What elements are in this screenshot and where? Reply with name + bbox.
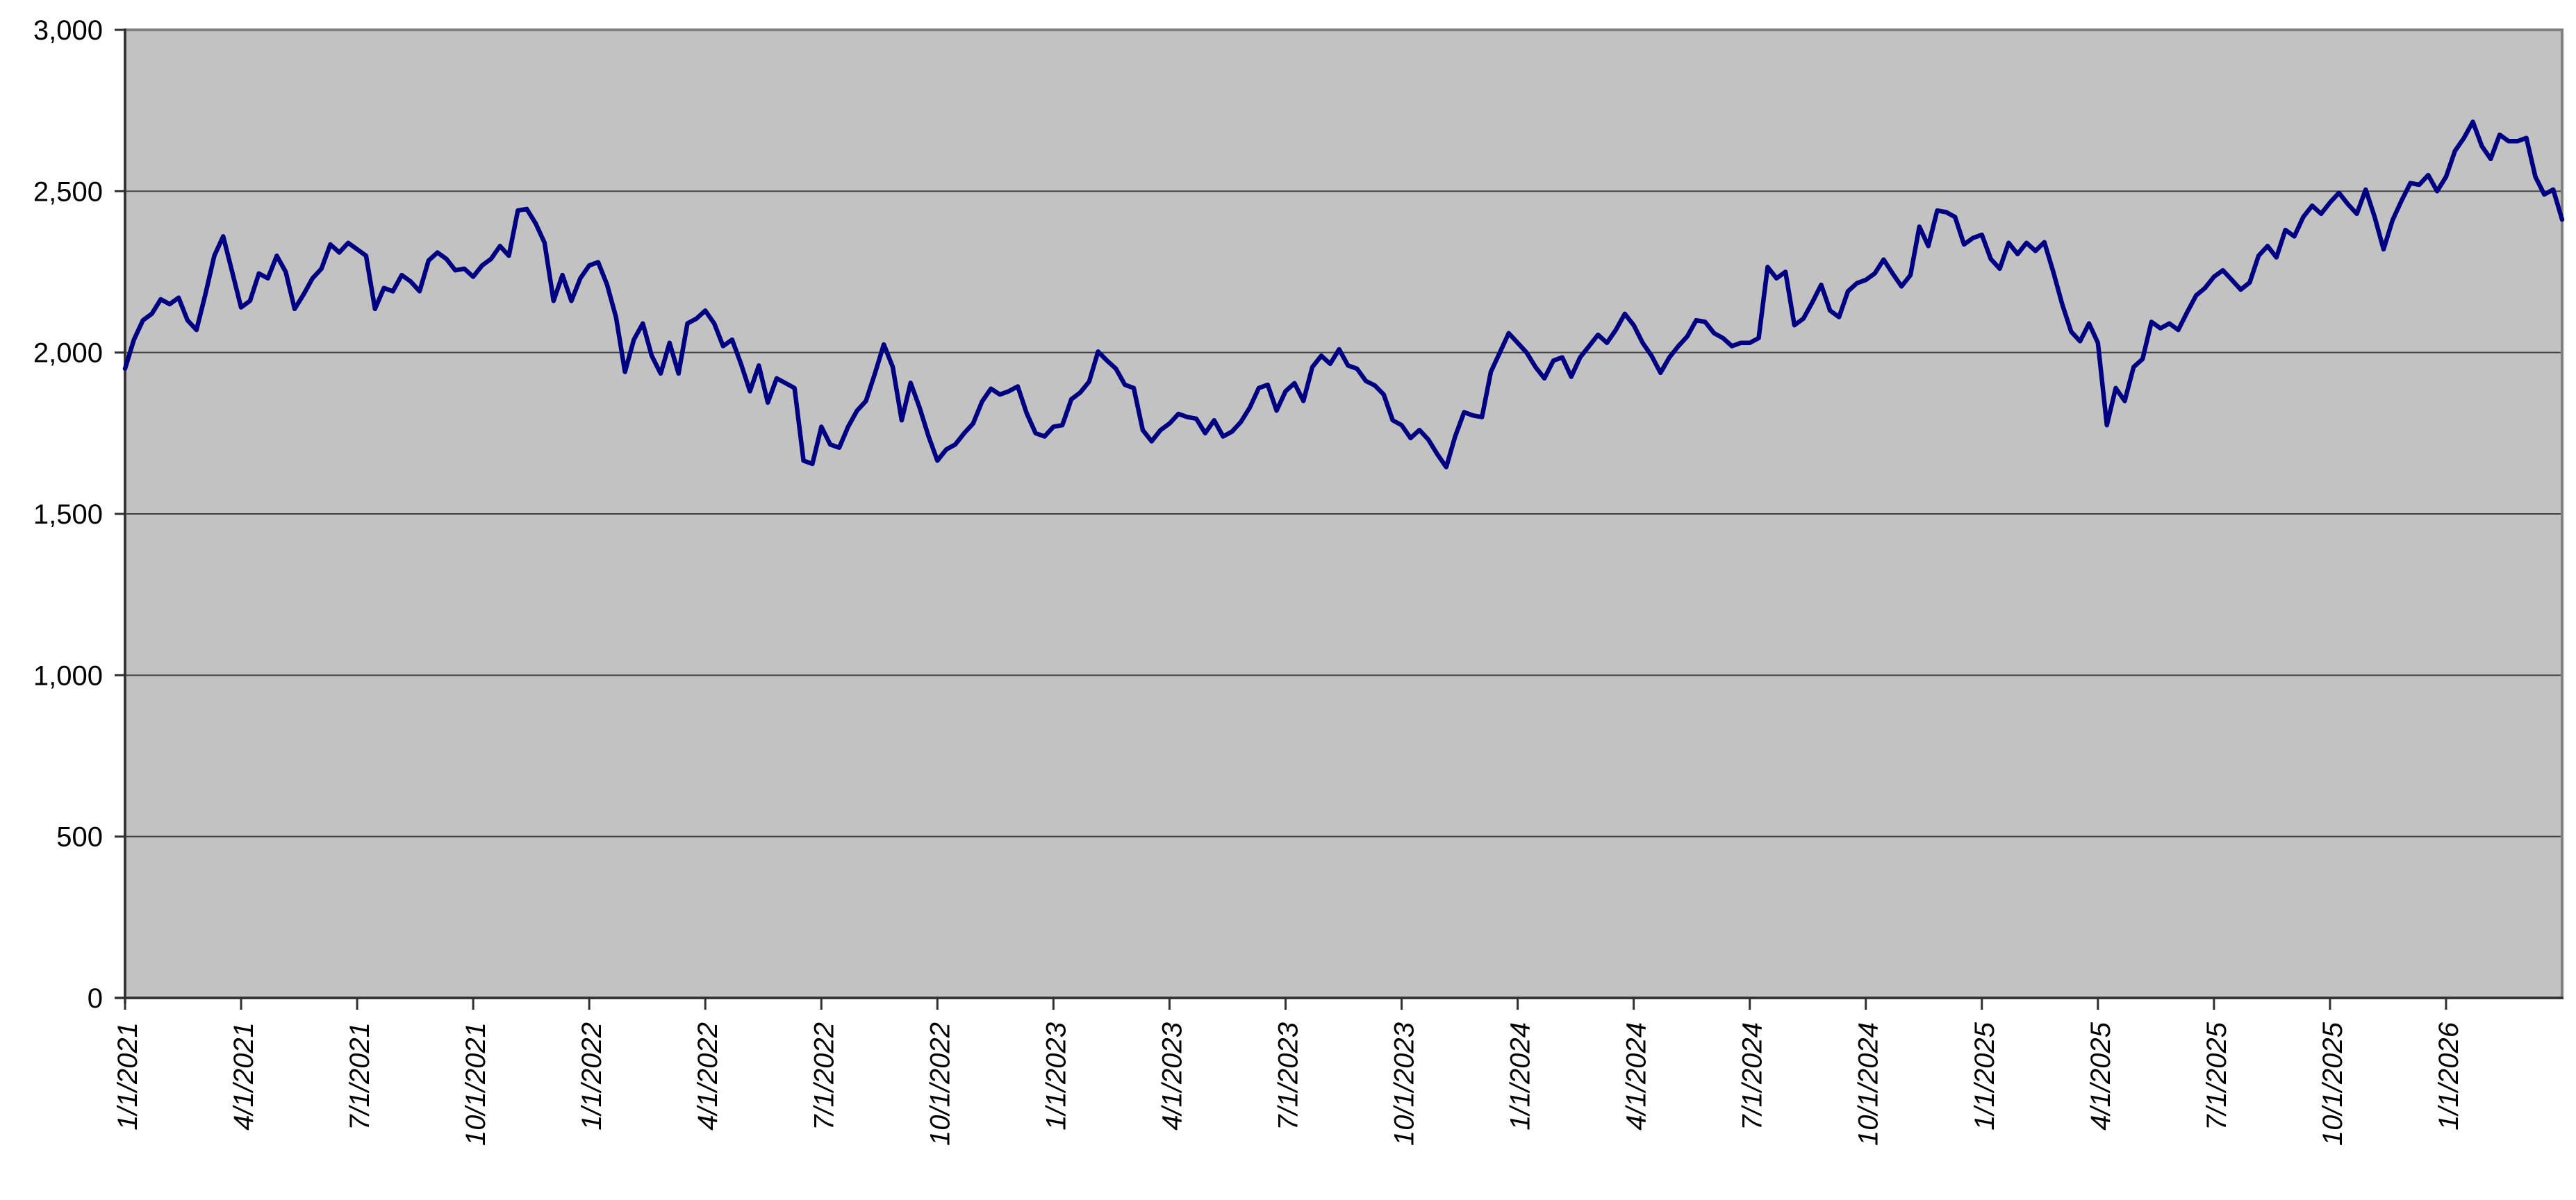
y-tick-label: 2,500 [33, 176, 103, 207]
y-tick-label: 3,000 [33, 15, 103, 46]
x-tick-label: 4/1/2022 [693, 1022, 723, 1131]
x-tick-label: 4/1/2023 [1157, 1022, 1187, 1131]
x-tick-label: 1/1/2022 [577, 1022, 607, 1131]
x-tick-label: 1/1/2026 [2434, 1022, 2464, 1130]
x-tick-label: 7/1/2023 [1273, 1022, 1303, 1131]
data-series-line [122, 119, 2565, 469]
x-tick-label: 4/1/2021 [229, 1022, 259, 1131]
y-tick-label: 2,000 [33, 338, 103, 369]
x-tick-label: 10/1/2022 [925, 1022, 955, 1146]
x-tick-label: 7/1/2022 [809, 1022, 839, 1131]
x-tick-label: 10/1/2025 [2318, 1022, 2348, 1146]
x-tick-label: 1/1/2024 [1505, 1022, 1536, 1131]
y-tick-label: 1,000 [33, 660, 103, 691]
x-tick-label: 4/1/2024 [1621, 1022, 1652, 1131]
x-tick-label: 1/1/2021 [113, 1022, 143, 1131]
y-tick-label: 0 [88, 983, 103, 1014]
x-tick-label: 1/1/2023 [1041, 1022, 1071, 1131]
x-tick-label: 7/1/2024 [1737, 1022, 1768, 1131]
x-tick-label: 10/1/2024 [1853, 1022, 1884, 1146]
x-tick-label: 10/1/2021 [461, 1022, 491, 1146]
y-tick-label: 1,500 [33, 499, 103, 530]
x-tick-label: 7/1/2021 [345, 1022, 375, 1131]
x-tick-label: 4/1/2025 [2086, 1022, 2116, 1130]
x-tick-label: 1/1/2025 [1970, 1022, 2000, 1130]
x-tick-label: 10/1/2023 [1389, 1022, 1420, 1146]
x-tick-label: 7/1/2025 [2202, 1022, 2232, 1130]
y-tick-label: 500 [56, 822, 103, 853]
